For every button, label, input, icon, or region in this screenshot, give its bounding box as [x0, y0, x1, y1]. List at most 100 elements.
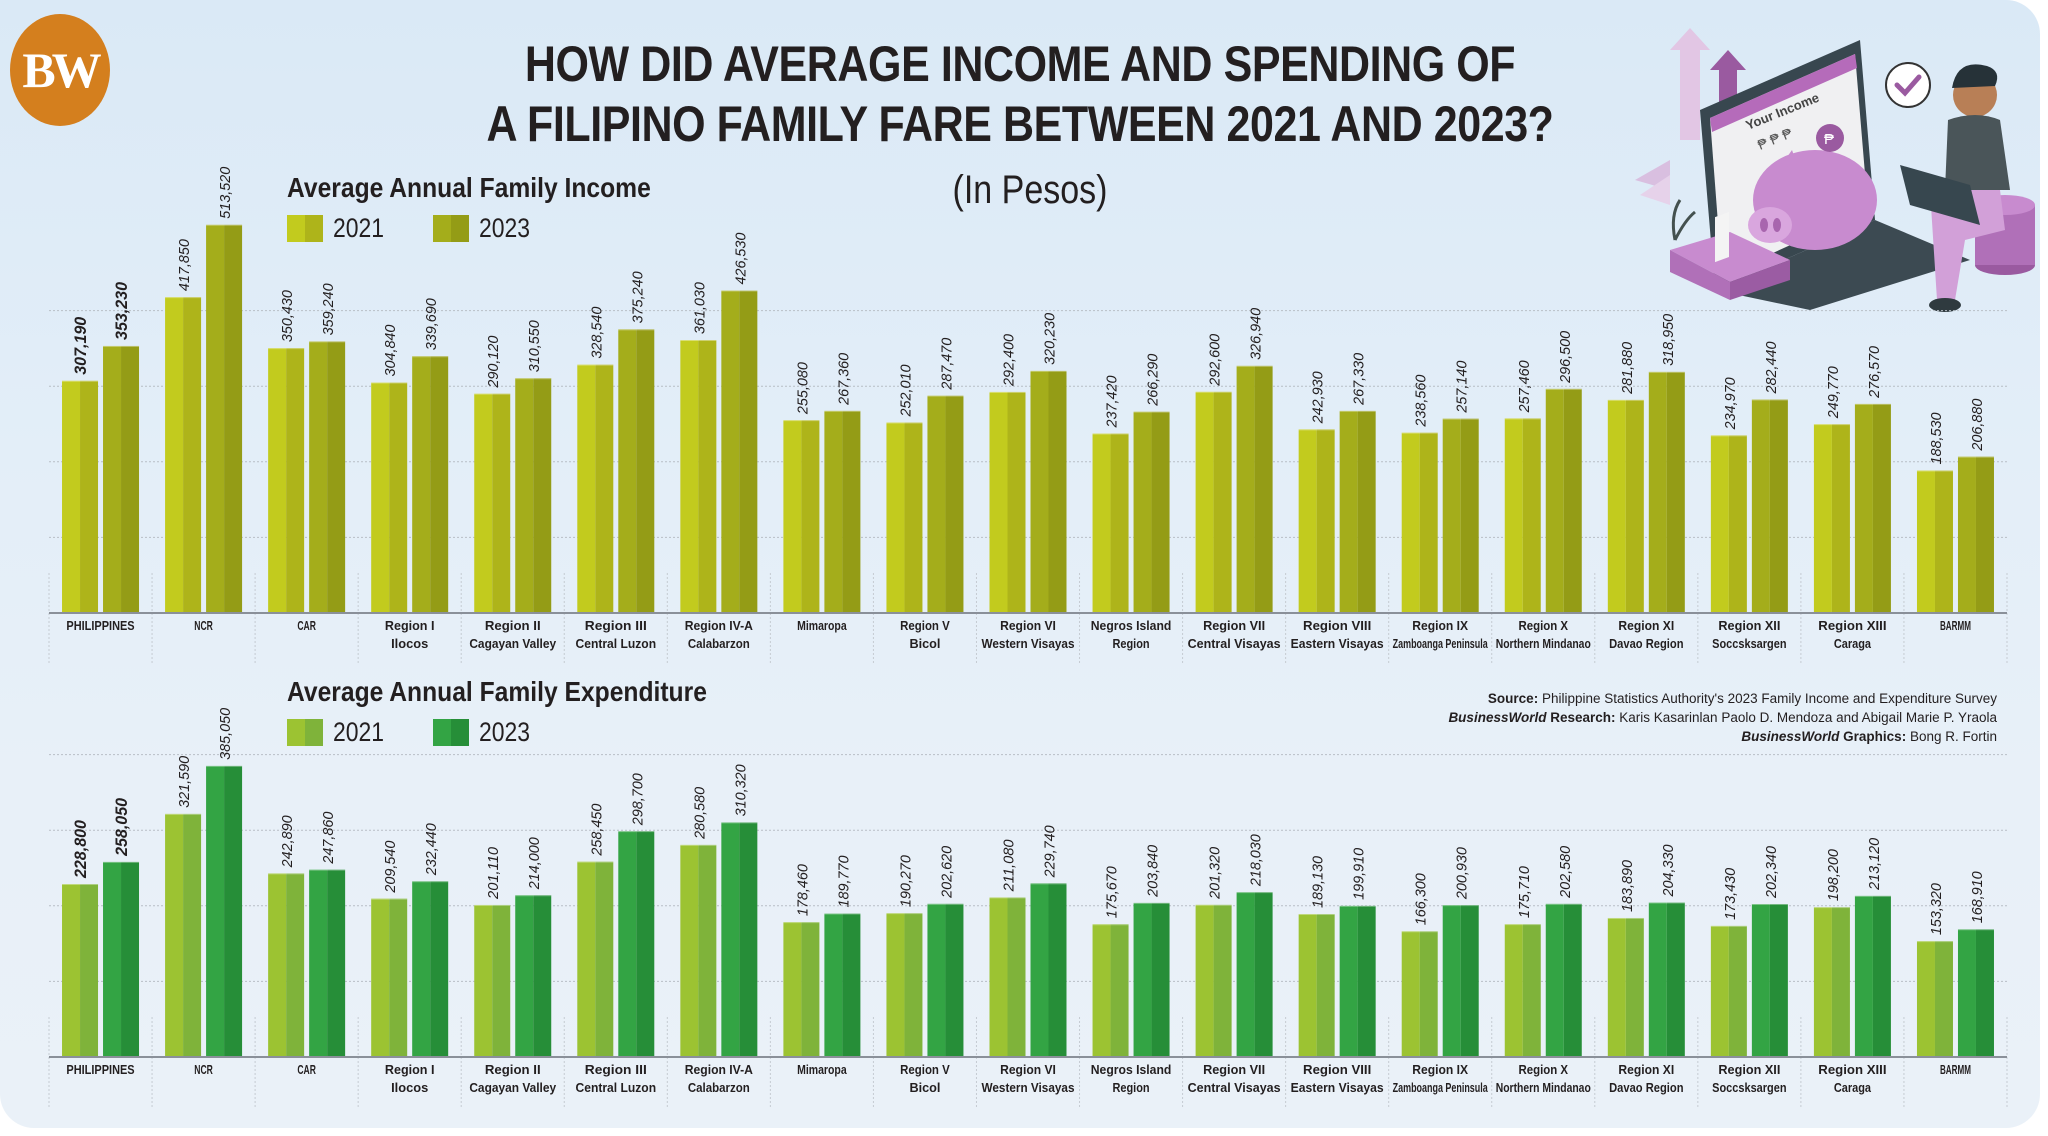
expenditure-value-label: 201,320 [1207, 846, 1224, 900]
piggy-bank-illustration: Your Income ₱ ₱ ₱ ₱ [1635, 28, 2035, 312]
bar-face [1854, 895, 1873, 1057]
income-value-label: 266,290 [1145, 353, 1162, 407]
bar-shade [430, 356, 449, 613]
income-bar-2021 [1298, 429, 1335, 613]
income-value-label: 353,230 [112, 281, 131, 340]
bar-face [1030, 883, 1049, 1057]
bar-shade [904, 913, 923, 1057]
bar-face [618, 329, 637, 613]
expenditure-category-label: Eastern Visayas [1291, 1080, 1384, 1095]
bar-shade [389, 898, 408, 1057]
income-bar-2023 [1236, 365, 1273, 613]
bar-face [1751, 904, 1770, 1057]
expenditure-category-label: Calabarzon [688, 1080, 750, 1095]
expenditure-value-label: 168,910 [1969, 871, 1986, 924]
bar-face [1813, 424, 1832, 613]
bar-face [1195, 391, 1214, 613]
income-legend-2021: 2021 [287, 213, 393, 244]
bar-face [515, 895, 534, 1057]
income-value-label: 249,770 [1825, 366, 1842, 420]
bar-face [618, 831, 637, 1057]
expenditure-bar-2023 [927, 903, 964, 1057]
income-chart: 307,190 353,230 PHILIPPINES 417,850 513,520 N… [48, 166, 2008, 663]
income-category-label: Mimaropa [797, 618, 847, 633]
income-bar-2021 [474, 393, 511, 613]
income-category-label: Region IV-A [685, 618, 754, 633]
bar-shade [224, 765, 243, 1057]
income-bar-2023 [1030, 370, 1067, 613]
bar-shade [1007, 391, 1026, 613]
income-value-label: 252,010 [897, 364, 914, 418]
income-bar-2021 [1813, 424, 1850, 613]
expenditure-category-label: Region V [900, 1062, 950, 1077]
bar-face [721, 822, 740, 1057]
income-category-label: Central Visayas [1188, 636, 1281, 651]
expenditure-bar-2021 [268, 873, 305, 1057]
bar-face [1298, 429, 1317, 613]
income-value-label: 307,190 [71, 316, 90, 375]
expenditure-bar-2021 [1916, 941, 1953, 1057]
income-value-label: 267,360 [835, 352, 852, 406]
bar-face [474, 393, 493, 613]
bar-face [927, 903, 946, 1057]
income-category-label: Region XII [1718, 618, 1780, 633]
income-bar-2023 [103, 345, 140, 613]
income-bar-2021 [577, 364, 614, 613]
bar-face [1813, 907, 1832, 1057]
expenditure-value-label: 183,890 [1619, 859, 1636, 912]
bar-face [371, 898, 390, 1057]
bar-shade [945, 395, 964, 613]
expenditure-legend-2021-label: 2021 [333, 717, 385, 747]
expenditure-2023-swatch [433, 719, 470, 746]
income-bar-2021 [1710, 435, 1747, 613]
bar-face [165, 297, 184, 613]
bar-face [1339, 905, 1358, 1057]
expenditure-bar-2021 [62, 884, 99, 1057]
bar-face [1092, 433, 1111, 613]
income-value-label: 267,330 [1351, 352, 1368, 406]
expenditure-value-label: 321,590 [176, 755, 193, 808]
bar-face [206, 765, 225, 1057]
expenditure-value-label: 190,270 [897, 855, 914, 908]
businessworld-logo: BW [10, 14, 110, 126]
income-value-label: 188,530 [1928, 412, 1945, 465]
income-bar-2023 [1133, 411, 1170, 613]
expenditure-value-label: 310,320 [732, 764, 749, 817]
income-value-label: 426,530 [732, 232, 749, 285]
expenditure-category-label: NCR [194, 1062, 213, 1077]
income-category-label: BARMM [1940, 618, 1971, 633]
expenditure-value-label: 298,700 [629, 773, 646, 827]
bar-shade [430, 881, 449, 1057]
bar-face [1607, 399, 1626, 613]
income-value-label: 257,460 [1516, 360, 1533, 414]
income-value-label: 281,880 [1619, 341, 1636, 395]
bar-shade [945, 903, 964, 1057]
bar-face [474, 904, 493, 1057]
expenditure-bar-2023 [618, 831, 655, 1057]
expenditure-category-label: Region IV-A [685, 1062, 754, 1077]
expenditure-bar-2021 [165, 813, 202, 1057]
up-arrow-icon-light [1670, 28, 1710, 140]
income-category-label: NCR [194, 618, 213, 633]
expenditure-bar-2021 [1504, 924, 1541, 1057]
expenditure-category-label: Region II [485, 1062, 541, 1077]
bar-face [1442, 905, 1461, 1057]
income-bar-2021 [989, 391, 1026, 613]
expenditure-value-label: 209,540 [382, 840, 399, 894]
bar-shade [1563, 388, 1582, 613]
income-category-label: Calabarzon [688, 636, 750, 651]
bar-face [989, 897, 1008, 1057]
expenditure-bar-2021 [783, 922, 820, 1057]
bar-face [927, 395, 946, 613]
bar-face [62, 380, 81, 613]
income-value-label: 304,840 [382, 324, 399, 377]
income-bar-2023 [824, 410, 861, 613]
bar-shade [1522, 924, 1541, 1057]
bar-face [1401, 432, 1420, 613]
bar-face [680, 844, 699, 1057]
income-category-label: Region [1112, 636, 1149, 651]
bar-shade [224, 224, 243, 614]
expenditure-category-label: Region X [1518, 1062, 1568, 1077]
income-category-label: Region VI [1000, 618, 1056, 633]
bar-face [1710, 435, 1729, 613]
